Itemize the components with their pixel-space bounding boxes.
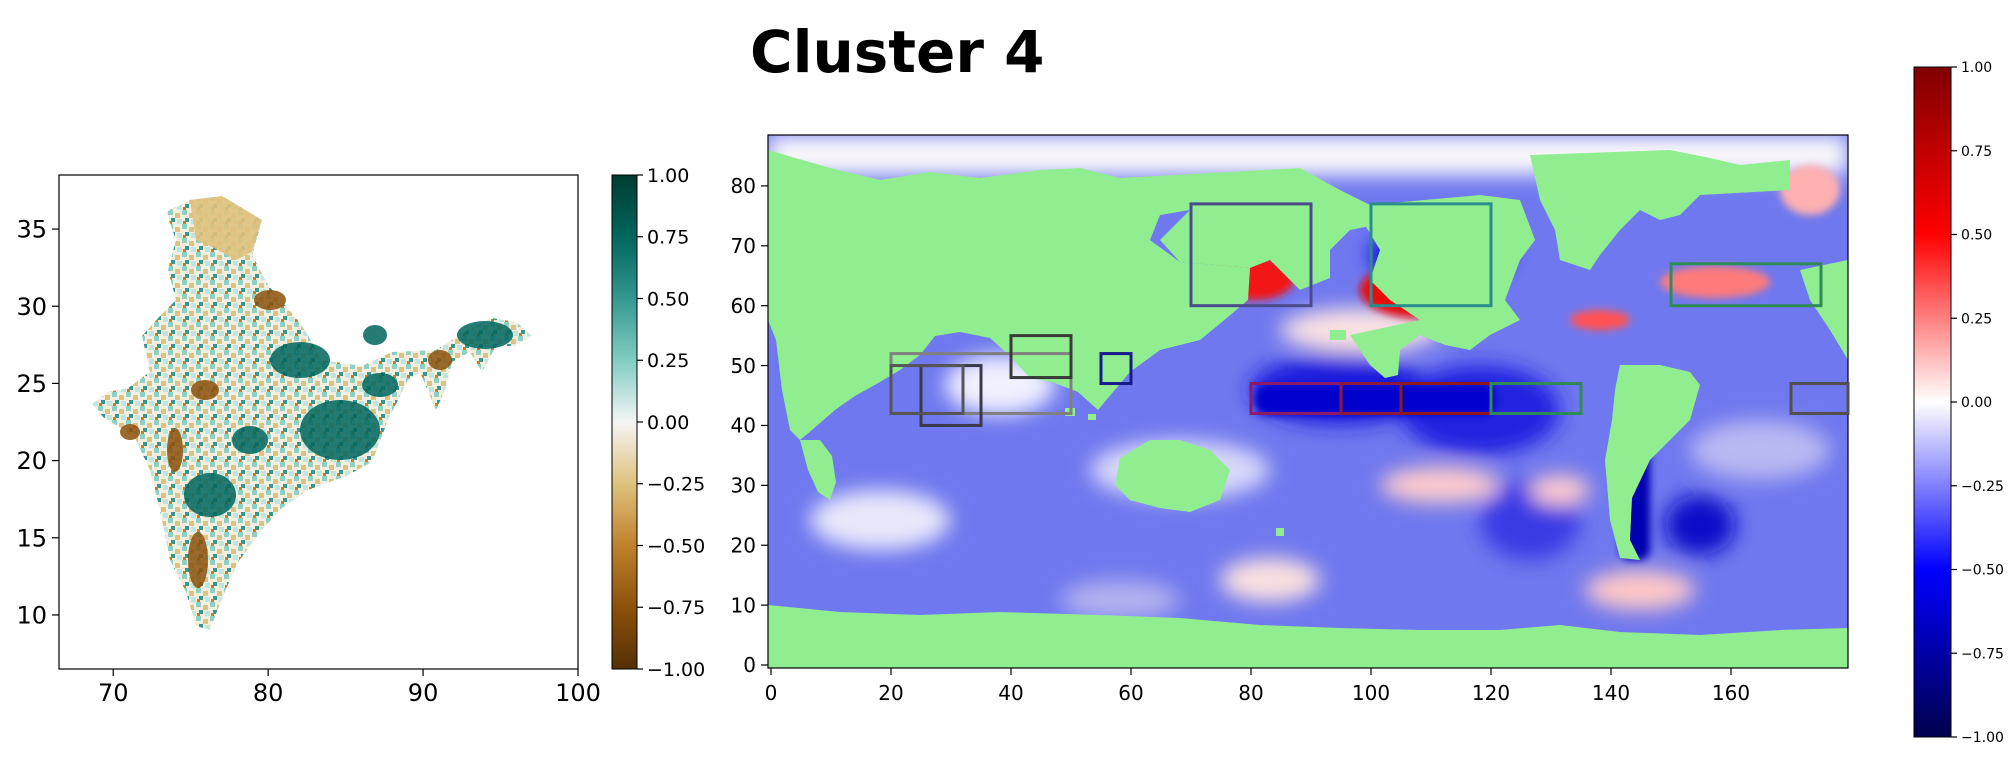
global-map-xtick-label: 100: [1352, 681, 1390, 705]
land-australia: [1115, 440, 1230, 512]
india-map-ytick-label: 25: [16, 370, 47, 398]
predictor-region-box: [1369, 202, 1493, 308]
india-colorbar: 1.00 0.75 0.50 0.25 0.00 −0.25 −0.50 −0.75 −1.00: [611, 165, 705, 681]
global-map-xtick-label: 80: [1238, 681, 1263, 705]
global-map-xtick-label: 20: [878, 681, 903, 705]
global-colorbar-tick-label: 1.00: [1961, 60, 1992, 76]
india-map-ytick-label: 35: [16, 216, 47, 244]
global-colorbar-gradient: [1913, 66, 1952, 738]
land-north-america: [1350, 195, 1535, 378]
land-africa-south: [800, 440, 836, 500]
global-colorbar-tick-label: 0.50: [1961, 228, 1992, 244]
india-map-xtick-label: 100: [555, 679, 601, 707]
india-colorbar-tick-label: 0.00: [647, 412, 689, 434]
global-colorbar-tick-label: −1.00: [1961, 730, 2004, 746]
global-map-ytick-label: 20: [731, 533, 756, 557]
india-colorbar-tick-label: −0.75: [647, 597, 705, 619]
global-map-ytick-label: 70: [731, 234, 756, 258]
global-map-ytick-label: 30: [731, 474, 756, 498]
india-colorbar-tick-label: 1.00: [647, 165, 689, 187]
india-colorbar-tick-label: 0.25: [647, 350, 689, 372]
global-map-x-axis: 0 20 40 60 80 100 120 140 160: [765, 668, 1750, 705]
india-map-ytick-label: 10: [16, 602, 47, 630]
global-map-ytick-label: 80: [731, 174, 756, 198]
land-antarctica: [768, 605, 1848, 668]
global-map-xtick-label: 60: [1118, 681, 1143, 705]
global-map-xtick-label: 120: [1472, 681, 1510, 705]
global-colorbar-tick-label: 0.75: [1961, 144, 1992, 160]
india-colorbar-ticks: 1.00 0.75 0.50 0.25 0.00 −0.25 −0.50 −0.75 −1.00: [637, 165, 705, 681]
predictor-region-box: [1789, 382, 1850, 415]
global-map-xtick-label: 0: [765, 681, 778, 705]
global-colorbar-ticks: 1.00 0.75 0.50 0.25 0.00 −0.25 −0.50 −0.75 −1.00: [1951, 60, 2004, 746]
india-map-ytick-label: 20: [16, 447, 47, 475]
global-map-ytick-label: 60: [731, 294, 756, 318]
predictor-region-box: [1669, 262, 1823, 308]
land-europe-east: [1800, 260, 1848, 360]
high-correlation-patches: [184, 321, 513, 517]
india-map-x-axis: 70 80 90 100: [98, 669, 601, 707]
india-map-y-axis: 10 15 20 25 30 35: [16, 216, 59, 630]
global-map-ytick-label: 10: [731, 593, 756, 617]
india-map-xtick-label: 80: [253, 679, 284, 707]
global-map-y-axis: 0 10 20 30 40 50 60 70 80: [731, 174, 768, 677]
global-map-xtick-label: 140: [1592, 681, 1630, 705]
global-map-xtick-label: 40: [998, 681, 1023, 705]
global-sst-image: [768, 135, 1848, 668]
india-colorbar-tick-label: −1.00: [647, 659, 705, 681]
predictor-region-box: [889, 364, 965, 415]
global-colorbar-tick-label: 0.25: [1961, 311, 1992, 327]
predictor-region-box: [1099, 352, 1133, 386]
global-map-ytick-label: 0: [743, 653, 756, 677]
predictor-region-box: [1189, 202, 1313, 308]
india-map-xtick-label: 90: [408, 679, 439, 707]
predictor-region-box: [1489, 382, 1583, 415]
india-colorbar-tick-label: 0.50: [647, 288, 689, 310]
global-colorbar-tick-label: −0.50: [1961, 563, 2004, 579]
predictor-regions: [889, 202, 1850, 427]
india-colorbar-gradient: [611, 174, 638, 670]
land-greenland: [1530, 150, 1790, 270]
predictor-region-box: [1009, 334, 1073, 380]
global-sst-panel: 0 20 40 60 80 100 120 140 160 0 10 20 30 40 50 60 70 80: [731, 134, 1850, 705]
india-colorbar-tick-label: 0.75: [647, 227, 689, 249]
figure-title: Cluster 4: [750, 18, 1044, 86]
global-colorbar-tick-label: 0.00: [1961, 395, 1992, 411]
global-map-ytick-label: 40: [731, 414, 756, 438]
global-colorbar-tick-label: −0.25: [1961, 479, 2004, 495]
northern-region: [190, 196, 262, 260]
global-colorbar: 1.00 0.75 0.50 0.25 0.00 −0.25 −0.50 −0.75 −1.00: [1913, 60, 2004, 746]
land-south-america: [1605, 365, 1700, 560]
global-map-xtick-label: 160: [1712, 681, 1750, 705]
india-map-ytick-label: 30: [16, 293, 47, 321]
india-map-frame: [58, 174, 579, 670]
india-map-xtick-label: 70: [98, 679, 129, 707]
global-colorbar-tick-label: −0.75: [1961, 646, 2004, 662]
india-colorbar-tick-label: −0.50: [647, 535, 705, 557]
india-colorbar-tick-label: −0.25: [647, 474, 705, 496]
india-map-ytick-label: 15: [16, 524, 47, 552]
global-map-ytick-label: 50: [731, 354, 756, 378]
india-map-panel: 70 80 90 100 10 15 20 25 30 35: [16, 174, 601, 707]
negative-correlation-patches: [120, 290, 452, 588]
india-map-image: [92, 196, 532, 630]
